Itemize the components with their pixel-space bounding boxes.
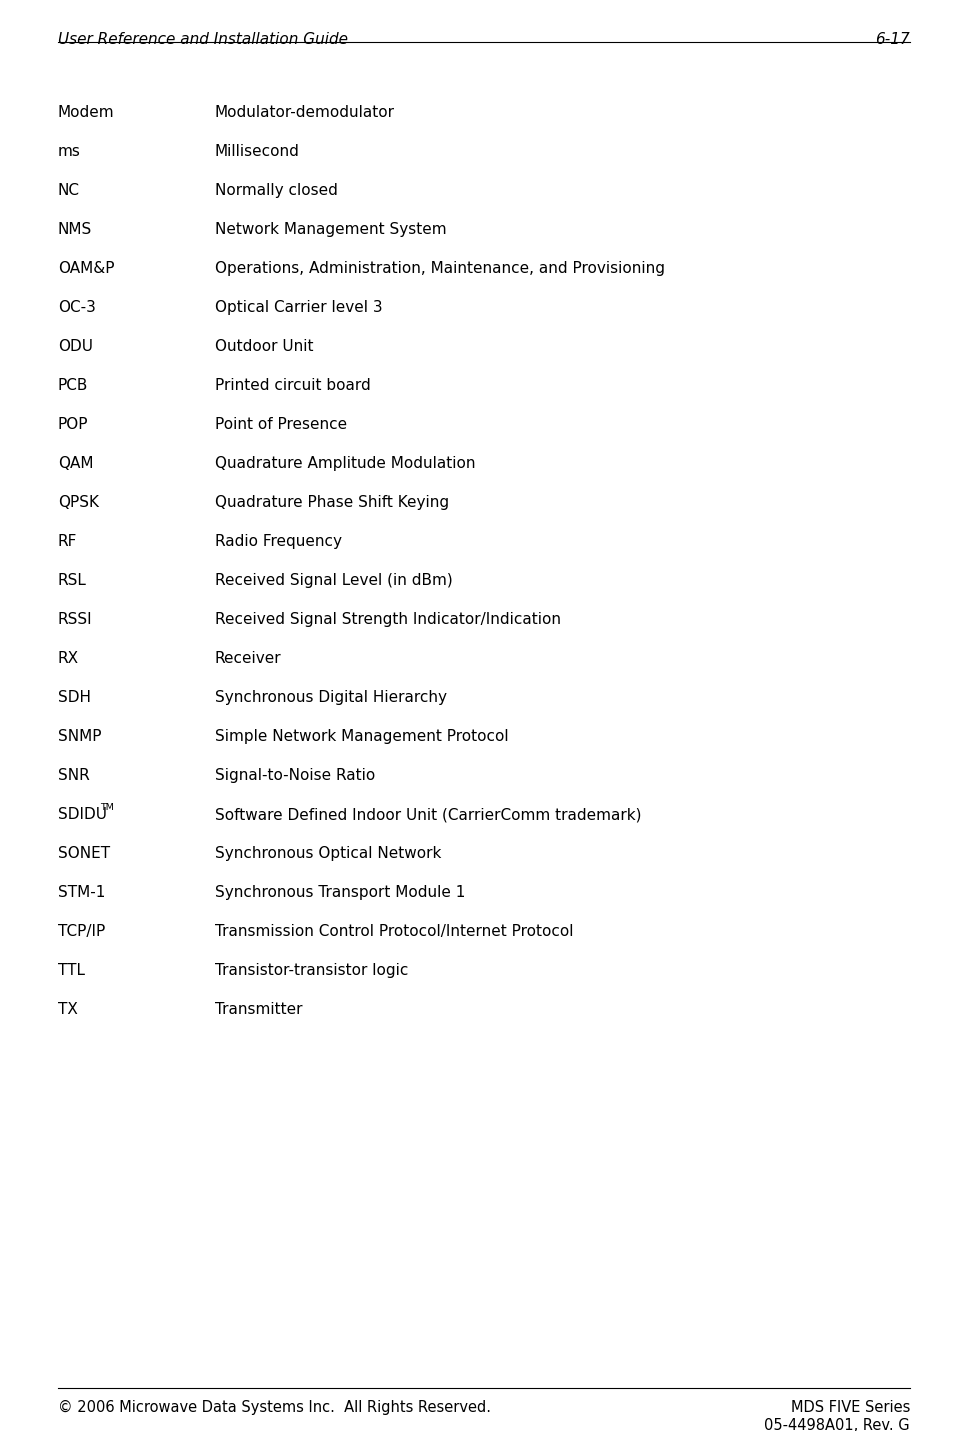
Text: Printed circuit board: Printed circuit board bbox=[215, 378, 371, 394]
Text: QPSK: QPSK bbox=[58, 495, 99, 509]
Text: STM-1: STM-1 bbox=[58, 884, 106, 900]
Text: Optical Carrier level 3: Optical Carrier level 3 bbox=[215, 301, 382, 315]
Text: RX: RX bbox=[58, 651, 79, 665]
Text: ms: ms bbox=[58, 145, 81, 159]
Text: Modulator-demodulator: Modulator-demodulator bbox=[215, 104, 395, 120]
Text: RSL: RSL bbox=[58, 572, 87, 588]
Text: Synchronous Optical Network: Synchronous Optical Network bbox=[215, 846, 441, 861]
Text: PCB: PCB bbox=[58, 378, 88, 394]
Text: © 2006 Microwave Data Systems Inc.  All Rights Reserved.: © 2006 Microwave Data Systems Inc. All R… bbox=[58, 1400, 491, 1415]
Text: Point of Presence: Point of Presence bbox=[215, 416, 348, 432]
Text: TCP/IP: TCP/IP bbox=[58, 924, 106, 939]
Text: TM: TM bbox=[100, 803, 114, 811]
Text: Radio Frequency: Radio Frequency bbox=[215, 534, 342, 550]
Text: Received Signal Level (in dBm): Received Signal Level (in dBm) bbox=[215, 572, 453, 588]
Text: SONET: SONET bbox=[58, 846, 110, 861]
Text: Millisecond: Millisecond bbox=[215, 145, 300, 159]
Text: Transmitter: Transmitter bbox=[215, 1002, 302, 1017]
Text: 05-4498A01, Rev. G: 05-4498A01, Rev. G bbox=[765, 1418, 910, 1431]
Text: User Reference and Installation Guide: User Reference and Installation Guide bbox=[58, 31, 348, 47]
Text: MDS FIVE Series: MDS FIVE Series bbox=[791, 1400, 910, 1415]
Text: Synchronous Digital Hierarchy: Synchronous Digital Hierarchy bbox=[215, 690, 447, 705]
Text: Receiver: Receiver bbox=[215, 651, 282, 665]
Text: Operations, Administration, Maintenance, and Provisioning: Operations, Administration, Maintenance,… bbox=[215, 260, 665, 276]
Text: Software Defined Indoor Unit (CarrierComm trademark): Software Defined Indoor Unit (CarrierCom… bbox=[215, 807, 642, 821]
Text: QAM: QAM bbox=[58, 456, 94, 471]
Text: OAM&P: OAM&P bbox=[58, 260, 114, 276]
Text: Quadrature Phase Shift Keying: Quadrature Phase Shift Keying bbox=[215, 495, 449, 509]
Text: Modem: Modem bbox=[58, 104, 114, 120]
Text: NC: NC bbox=[58, 183, 80, 197]
Text: SNMP: SNMP bbox=[58, 728, 102, 744]
Text: Signal-to-Noise Ratio: Signal-to-Noise Ratio bbox=[215, 768, 376, 783]
Text: ODU: ODU bbox=[58, 339, 93, 353]
Text: POP: POP bbox=[58, 416, 88, 432]
Text: Received Signal Strength Indicator/Indication: Received Signal Strength Indicator/Indic… bbox=[215, 612, 561, 627]
Text: Transistor-transistor logic: Transistor-transistor logic bbox=[215, 963, 408, 977]
Text: TTL: TTL bbox=[58, 963, 85, 977]
Text: 6-17: 6-17 bbox=[875, 31, 910, 47]
Text: Outdoor Unit: Outdoor Unit bbox=[215, 339, 314, 353]
Text: NMS: NMS bbox=[58, 222, 92, 238]
Text: Transmission Control Protocol/Internet Protocol: Transmission Control Protocol/Internet P… bbox=[215, 924, 573, 939]
Text: TX: TX bbox=[58, 1002, 77, 1017]
Text: Synchronous Transport Module 1: Synchronous Transport Module 1 bbox=[215, 884, 466, 900]
Text: SDH: SDH bbox=[58, 690, 91, 705]
Text: SDIDU: SDIDU bbox=[58, 807, 107, 821]
Text: Normally closed: Normally closed bbox=[215, 183, 338, 197]
Text: Simple Network Management Protocol: Simple Network Management Protocol bbox=[215, 728, 508, 744]
Text: RF: RF bbox=[58, 534, 77, 550]
Text: Network Management System: Network Management System bbox=[215, 222, 446, 238]
Text: Quadrature Amplitude Modulation: Quadrature Amplitude Modulation bbox=[215, 456, 475, 471]
Text: SNR: SNR bbox=[58, 768, 90, 783]
Text: OC-3: OC-3 bbox=[58, 301, 96, 315]
Text: RSSI: RSSI bbox=[58, 612, 93, 627]
